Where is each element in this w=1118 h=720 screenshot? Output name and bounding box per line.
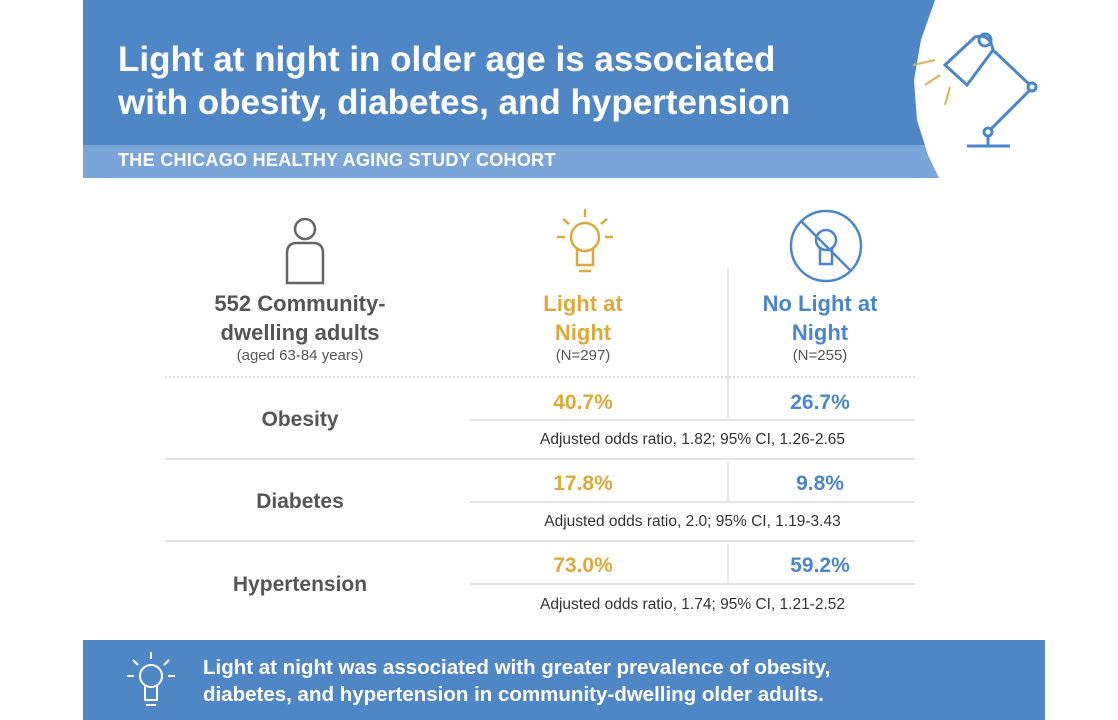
obesity-light: 40.7% (553, 391, 613, 414)
header (83, 0, 939, 178)
header-banner (83, 0, 939, 145)
cohort-line-2: dwelling adults (220, 320, 380, 345)
column-divider (727, 544, 729, 584)
footer-line-2: diabetes, and hypertension in community-… (203, 683, 824, 706)
subtitle: THE CHICAGO HEALTHY AGING STUDY COHORT (118, 150, 556, 170)
person-icon (285, 217, 325, 285)
light-header-2: Night (554, 320, 612, 345)
header-divider (165, 376, 915, 378)
row-label-hypertension: Hypertension (232, 573, 368, 596)
column-divider (727, 268, 729, 418)
lightbulb-icon (127, 652, 175, 706)
subtitle-stripe (83, 145, 939, 178)
no-light-header-2: Night (791, 320, 849, 345)
desk-lamp-icon (912, 32, 1038, 148)
cohort-line-1: 552 Community- (214, 291, 386, 316)
hypertension-no-light: 59.2% (790, 554, 850, 577)
row-label-diabetes: Diabetes (256, 490, 344, 513)
divider (470, 583, 915, 585)
no-light-header-1: No Light at (762, 291, 878, 316)
footer-line-1: Light at night was associated with great… (203, 656, 831, 679)
no-light-n: (N=255) (792, 347, 848, 364)
light-header-1: Light at (543, 291, 623, 316)
no-light-icon (789, 209, 863, 283)
hypertension-odds: Adjusted odds ratio, 1.74; 95% CI, 1.21-… (539, 596, 846, 613)
diabetes-odds: Adjusted odds ratio, 2.0; 95% CI, 1.19-3… (544, 513, 841, 530)
row-label-obesity: Obesity (261, 408, 339, 431)
footer-banner (83, 640, 1045, 720)
obesity-no-light: 26.7% (790, 391, 850, 414)
divider (470, 419, 915, 421)
cohort-age: (aged 63-84 years) (236, 347, 364, 364)
lightbulb-on-icon (557, 209, 613, 273)
divider (165, 458, 915, 460)
title-line-1: Light at night in older age is associate… (118, 40, 776, 79)
diabetes-light: 17.8% (553, 472, 613, 495)
title-line-2: with obesity, diabetes, and hypertension (118, 83, 791, 122)
hypertension-light: 73.0% (553, 554, 613, 577)
divider (470, 501, 915, 503)
diabetes-no-light: 9.8% (796, 472, 844, 495)
divider (165, 540, 915, 542)
light-n: (N=297) (555, 347, 611, 364)
column-divider (727, 462, 729, 502)
obesity-odds: Adjusted odds ratio, 1.82; 95% CI, 1.26-… (539, 431, 846, 448)
